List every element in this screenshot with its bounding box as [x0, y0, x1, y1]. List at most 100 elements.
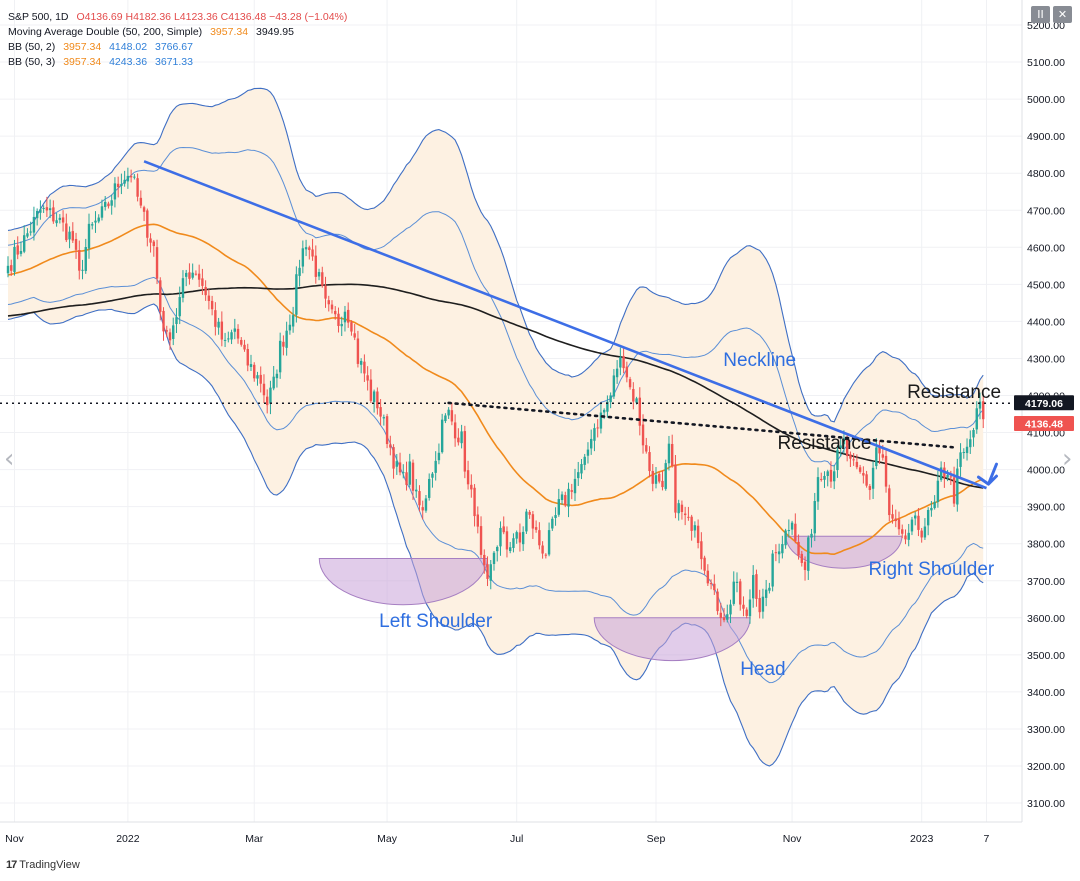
candle-body-157	[515, 532, 518, 539]
candle-body-249	[813, 501, 816, 534]
candle-body-8	[32, 216, 36, 233]
price-tick-label-12: 4300.00	[1027, 353, 1065, 365]
time-tick-label-5: Sep	[647, 833, 666, 845]
candle-body-63	[210, 300, 214, 310]
legend-bb3-v1: 3957.34	[63, 56, 102, 68]
candle-body-13	[48, 208, 52, 211]
candle-body-125	[411, 462, 415, 491]
candle-body-61	[204, 286, 207, 296]
candle-body-248	[810, 533, 813, 538]
pause-button[interactable]: II	[1031, 6, 1050, 23]
candle-body-153	[502, 526, 505, 533]
candle-body-241	[787, 530, 791, 532]
drawn-trendlines	[0, 160, 1022, 490]
candle-body-93	[308, 247, 311, 251]
candle-body-16	[58, 217, 62, 220]
bollinger-bands	[7, 87, 984, 767]
candle-body-34	[116, 183, 120, 187]
candle-body-112	[369, 379, 373, 401]
price-tag-label-1: 4136.48	[1025, 419, 1063, 431]
candle-body-72	[240, 339, 243, 345]
price-tick-label-13: 4400.00	[1027, 316, 1065, 328]
candle-body-3	[16, 245, 19, 255]
candle-body-228	[745, 609, 748, 616]
neckline-trendline	[143, 160, 987, 490]
candle-body-175	[573, 478, 577, 494]
candle-body-78	[259, 374, 262, 384]
candle-body-276	[901, 529, 904, 534]
bb3-lower-line	[7, 303, 984, 767]
candle-body-68	[227, 338, 230, 340]
price-tick-label-6: 3700.00	[1027, 576, 1065, 588]
legend-change: −43.28 (−1.04%)	[269, 11, 348, 23]
candle-body-109	[359, 360, 363, 365]
candle-body-79	[262, 383, 266, 396]
time-axis: Nov 2022 Mar May Jul Sep Nov 2023 7	[0, 821, 1022, 845]
candle-body-17	[61, 217, 65, 223]
candle-body-262	[855, 461, 859, 468]
time-tick-label-7: 2023	[910, 833, 934, 845]
candle-body-239	[781, 544, 784, 554]
candle-body-294	[959, 452, 962, 467]
candle-body-184	[602, 409, 606, 413]
candle-body-224	[732, 581, 735, 604]
close-button[interactable]: ✕	[1053, 6, 1072, 23]
candle-body-52	[175, 317, 178, 325]
candle-body-194	[635, 398, 638, 403]
candle-body-64	[214, 310, 217, 327]
candle-body-132	[434, 460, 437, 473]
candle-body-73	[243, 344, 246, 350]
candle-body-69	[230, 332, 233, 340]
candle-body-210	[687, 516, 690, 518]
candle-body-33	[113, 183, 117, 200]
candle-body-255	[833, 471, 836, 482]
price-tag-label-0: 4179.06	[1025, 398, 1063, 410]
time-tick-label-1: 2022	[116, 833, 140, 845]
legend-ohlc: S&P 500, 1D O4136.69 H4182.36 L4123.36 C…	[8, 10, 347, 25]
candle-body-222	[726, 614, 729, 620]
legend-bb2-v1: 3957.34	[63, 41, 102, 53]
candle-body-179	[586, 449, 590, 456]
candle-body-188	[615, 368, 619, 378]
candle-body-227	[742, 604, 745, 609]
right-shoulder-arc	[785, 535, 903, 569]
time-tick-label-4: Jul	[510, 833, 523, 845]
candle-body-6	[26, 233, 29, 237]
candle-body-268	[875, 447, 878, 467]
candle-body-88	[291, 315, 295, 327]
bb3-upper-line	[7, 87, 984, 423]
candle-body-271	[884, 455, 888, 487]
candle-body-190	[622, 356, 625, 369]
candle-body-56	[188, 272, 191, 279]
candle-body-292	[952, 477, 956, 504]
candle-body-94	[311, 249, 314, 257]
candle-body-53	[178, 297, 181, 317]
scroll-left-icon[interactable]: ‹	[4, 444, 15, 474]
scroll-right-icon[interactable]: ›	[1062, 444, 1073, 474]
legend-ma-name: Moving Average Double (50, 200, Simple)	[8, 26, 203, 38]
price-tick-label-4: 3500.00	[1027, 650, 1065, 662]
candle-body-117	[385, 416, 389, 445]
candle-body-183	[599, 412, 603, 429]
candle-body-0	[6, 265, 10, 274]
candle-body-138	[453, 422, 457, 439]
candle-body-38	[129, 176, 133, 178]
candle-body-75	[249, 364, 253, 367]
candle-body-230	[752, 575, 755, 599]
candle-body-128	[421, 507, 424, 511]
candle-body-281	[917, 515, 920, 530]
candle-body-99	[327, 300, 330, 305]
candle-body-174	[570, 490, 573, 492]
candle-body-144	[473, 487, 476, 517]
candle-body-135	[444, 415, 447, 422]
candle-body-208	[680, 504, 684, 513]
candle-body-178	[583, 456, 586, 465]
candle-body-287	[936, 480, 940, 503]
candle-body-277	[904, 535, 907, 540]
candle-body-49	[165, 330, 168, 332]
candle-body-263	[858, 467, 862, 472]
candle-body-95	[314, 255, 317, 277]
candle-body-10	[39, 209, 42, 213]
candle-body-254	[829, 469, 833, 482]
